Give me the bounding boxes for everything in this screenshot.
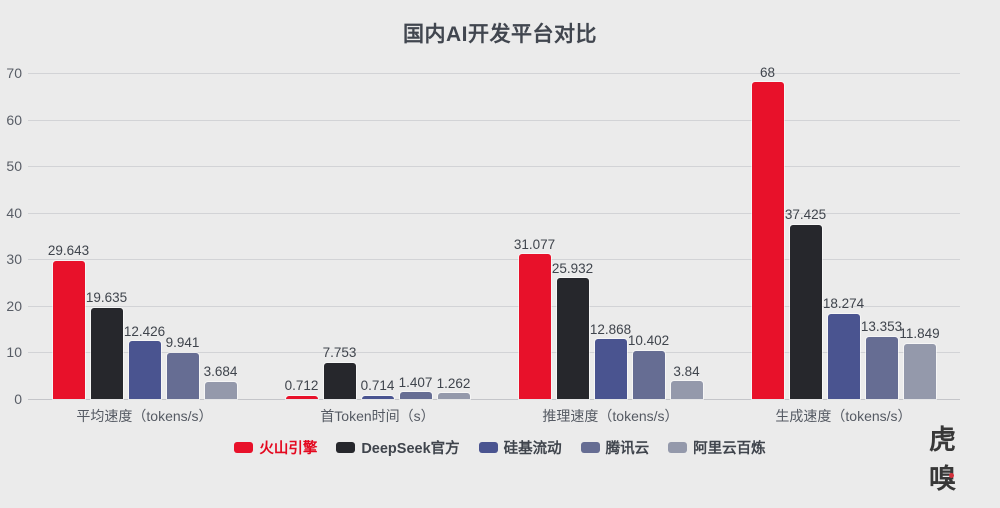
bar-value-label: 31.077 (513, 236, 556, 252)
bar-3-3[interactable]: 12.868 (590, 323, 631, 399)
gridline-60 (28, 119, 960, 121)
legend-label: 腾讯云 (605, 441, 650, 457)
bar-1-2[interactable]: 19.635 (86, 291, 127, 399)
legend-swatch-icon (580, 442, 600, 453)
gridline-70 (28, 73, 960, 74)
bar-value-label: 25.932 (551, 260, 594, 276)
bar-2-5[interactable]: 1.262 (437, 377, 470, 399)
bar-3-2[interactable]: 25.932 (552, 262, 593, 399)
bar-2-4[interactable]: 1.407 (399, 376, 432, 399)
y-axis-tick-30: 30 (6, 251, 22, 268)
bar-value-label: 29.643 (47, 243, 90, 259)
legend-swatch-icon (336, 442, 356, 453)
y-axis-tick-40: 40 (6, 204, 22, 221)
bar-value-label: 12.868 (589, 321, 632, 337)
gridline-50 (28, 166, 960, 168)
bar-value-label: 0.714 (360, 378, 395, 394)
x-axis-label-3: 推理速度（tokens/s） (542, 408, 679, 424)
x-axis-label-1: 平均速度（tokens/s） (76, 408, 213, 424)
bar-value-label: 18.274 (822, 296, 865, 312)
bar-value-label: 11.849 (899, 326, 940, 342)
bar-group-3: 31.077 25.932 12.868 10.402 3.84 (514, 73, 703, 399)
legend-swatch-icon (234, 442, 254, 453)
bar-4-5[interactable]: 11.849 (899, 327, 940, 399)
watermark-logo: 虎嗅 (929, 418, 982, 496)
y-axis-tick-50: 50 (6, 158, 22, 175)
bar-group-2: 0.712 7.753 0.714 1.407 1.262 (285, 73, 470, 399)
legend-label: 硅基流动 (503, 441, 562, 457)
bar-value-label: 3.684 (203, 364, 238, 380)
chart-legend: 火山引擎 DeepSeek官方 硅基流动 腾讯云 阿里云百炼 (0, 437, 1000, 458)
y-axis-tick-20: 20 (6, 297, 22, 314)
bar-value-label: 37.425 (784, 207, 827, 223)
bar-4-2[interactable]: 37.425 (785, 208, 826, 399)
legend-item-1[interactable]: 火山引擎 (234, 437, 317, 458)
legend-item-3[interactable]: 硅基流动 (478, 437, 562, 458)
y-axis-tick-60: 60 (6, 111, 22, 128)
bar-3-5[interactable]: 3.84 (670, 365, 703, 399)
y-axis-tick-70: 70 (6, 65, 22, 81)
bar-3-4[interactable]: 10.402 (628, 334, 669, 399)
bar-group-4: 68 37.425 18.274 13.353 11.849 (751, 66, 940, 399)
watermark-text: 虎嗅 (929, 425, 957, 495)
gridline-0 (28, 399, 960, 400)
bar-value-label: 0.712 (284, 378, 319, 394)
x-axis-label-2: 首Token时间（s） (320, 408, 435, 424)
gridline-40 (28, 212, 960, 214)
bar-group-1: 29.643 19.635 12.426 9.941 3.684 (48, 73, 237, 399)
bar-4-4[interactable]: 13.353 (861, 320, 902, 399)
bar-value-label: 13.353 (860, 319, 903, 335)
bar-value-label: 1.262 (436, 375, 471, 391)
legend-item-2[interactable]: DeepSeek官方 (336, 437, 460, 458)
bar-1-5[interactable]: 3.684 (204, 365, 237, 399)
y-axis-tick-0: 0 (14, 391, 22, 407)
gridline-20 (28, 305, 960, 307)
bar-4-3[interactable]: 18.274 (823, 297, 864, 399)
legend-swatch-icon (668, 442, 688, 453)
bar-1-4[interactable]: 9.941 (166, 336, 199, 399)
legend-item-4[interactable]: 腾讯云 (580, 437, 650, 458)
bar-value-label: 9.941 (165, 335, 200, 351)
legend-item-5[interactable]: 阿里云百炼 (668, 437, 766, 458)
watermark-dot-icon (949, 473, 954, 478)
bar-value-label: 7.753 (322, 345, 357, 361)
bar-value-label: 10.402 (627, 333, 670, 349)
legend-swatch-icon (478, 442, 498, 453)
chart-plot-area: 0 10 20 30 40 50 60 70 29.643 19.635 12.426 9.941 3… (6, 65, 960, 407)
x-axis-label-4: 生成速度（tokens/s） (775, 408, 912, 424)
bar-2-3[interactable]: 0.714 (361, 379, 394, 399)
legend-label: DeepSeek官方 (361, 441, 460, 457)
legend-label: 阿里云百炼 (693, 441, 766, 457)
bar-value-label: 3.84 (673, 363, 700, 379)
bar-value-label: 1.407 (398, 374, 433, 390)
bar-2-1[interactable]: 0.712 (285, 379, 318, 399)
page-title: 国内AI开发平台对比 (403, 23, 597, 46)
bar-4-1[interactable]: 68 (751, 66, 784, 399)
legend-label: 火山引擎 (259, 441, 318, 457)
bar-3-1[interactable]: 31.077 (514, 238, 555, 399)
bar-2-2[interactable]: 7.753 (323, 346, 356, 399)
gridline-30 (28, 259, 960, 261)
y-axis-tick-10: 10 (6, 344, 22, 361)
bar-1-1[interactable]: 29.643 (48, 244, 89, 399)
bar-1-3[interactable]: 12.426 (124, 325, 165, 399)
bar-value-label: 12.426 (123, 323, 166, 339)
bar-value-label: 19.635 (85, 290, 128, 306)
gridline-10 (28, 352, 960, 354)
bar-value-label: 68 (759, 64, 776, 80)
